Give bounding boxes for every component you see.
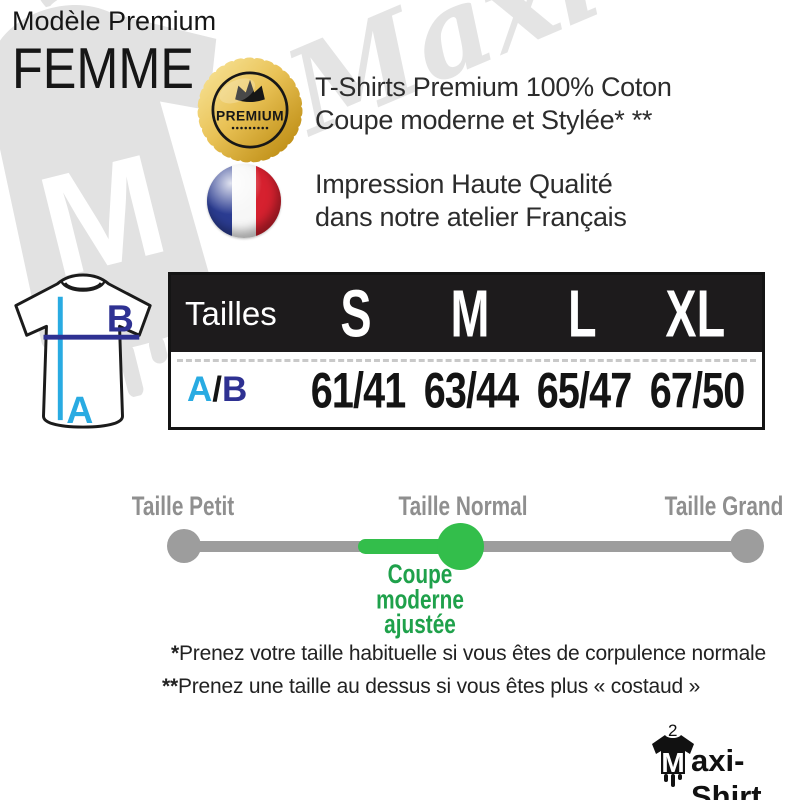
diagram-label-a: A (66, 389, 93, 431)
size-table-header-label: Tailles (185, 294, 277, 332)
size-col-s: S (340, 275, 373, 352)
premium-badge-label: PREMIUM (216, 109, 284, 124)
size-table-row: A/B 61/41 63/44 65/47 67/50 (171, 352, 762, 427)
brand-logo-hook: 2 (668, 721, 677, 740)
footnote-1-text: Prenez votre taille habituelle si vous ê… (178, 642, 766, 665)
footnote-2-asterisk: ** (162, 675, 178, 698)
slider-end-left (167, 529, 201, 563)
size-table: Tailles S M L XL A/B 61/41 63/44 65/47 6… (168, 272, 765, 430)
brand-logo-text: axi-Shirt (691, 743, 762, 800)
feature-premium-line1: T-Shirts Premium 100% Coton (315, 72, 672, 102)
brand-logo-shirt-icon: 2 M (652, 721, 694, 787)
feature-print-line2: dans notre atelier Français (315, 202, 627, 232)
slider-label-grand: Taille Grand (664, 490, 784, 522)
size-col-xl: XL (665, 275, 726, 352)
size-table-header: Tailles S M L XL (171, 275, 762, 352)
feature-premium-text: T-Shirts Premium 100% Coton Coupe modern… (315, 71, 672, 137)
size-value-m: 63/44 (424, 361, 520, 418)
brand-logo: 2 M axi-Shirt (642, 716, 798, 800)
premium-badge-icon: PREMIUM (197, 57, 303, 163)
slider-label-petit: Taille Petit (131, 490, 235, 522)
size-value-s: 61/41 (311, 361, 407, 418)
feature-print-text: Impression Haute Qualité dans notre atel… (315, 168, 627, 234)
page-title: FEMME (12, 36, 194, 101)
header: Modèle Premium FEMME (12, 6, 216, 100)
size-value-l: 65/47 (537, 361, 633, 418)
diagram-label-b: B (107, 297, 134, 339)
slider-caption-line2: ajustée (384, 608, 456, 640)
brand-logo-letter-m: M (661, 747, 684, 778)
model-subtitle: Modèle Premium (12, 6, 217, 36)
france-flag-icon (207, 164, 281, 238)
tshirt-measure-diagram: B A (14, 273, 152, 431)
slider-end-right (730, 529, 764, 563)
size-col-m: M (449, 275, 489, 352)
slider-caption-line1: Coupe moderne (376, 558, 464, 615)
size-col-l: L (568, 275, 597, 352)
footnote-1-asterisk: * (171, 642, 179, 665)
table-dashed-divider (177, 359, 756, 362)
footnote-2: **Prenez une taille au dessus si vous êt… (162, 675, 700, 699)
slider-caption: Coupe moderne ajustée (328, 558, 512, 640)
row-label-ab: A/B (187, 369, 248, 409)
footnote-2-text: Prenez une taille au dessus si vous êtes… (177, 675, 701, 698)
feature-premium-line2: Coupe moderne et Stylée* ** (315, 105, 653, 135)
size-value-xl: 67/50 (650, 361, 746, 418)
slider-green-knob (437, 523, 484, 570)
footnote-1: *Prenez votre taille habituelle si vous … (171, 642, 766, 666)
slider-label-normal: Taille Normal (398, 490, 528, 522)
feature-print-line1: Impression Haute Qualité (315, 169, 613, 199)
